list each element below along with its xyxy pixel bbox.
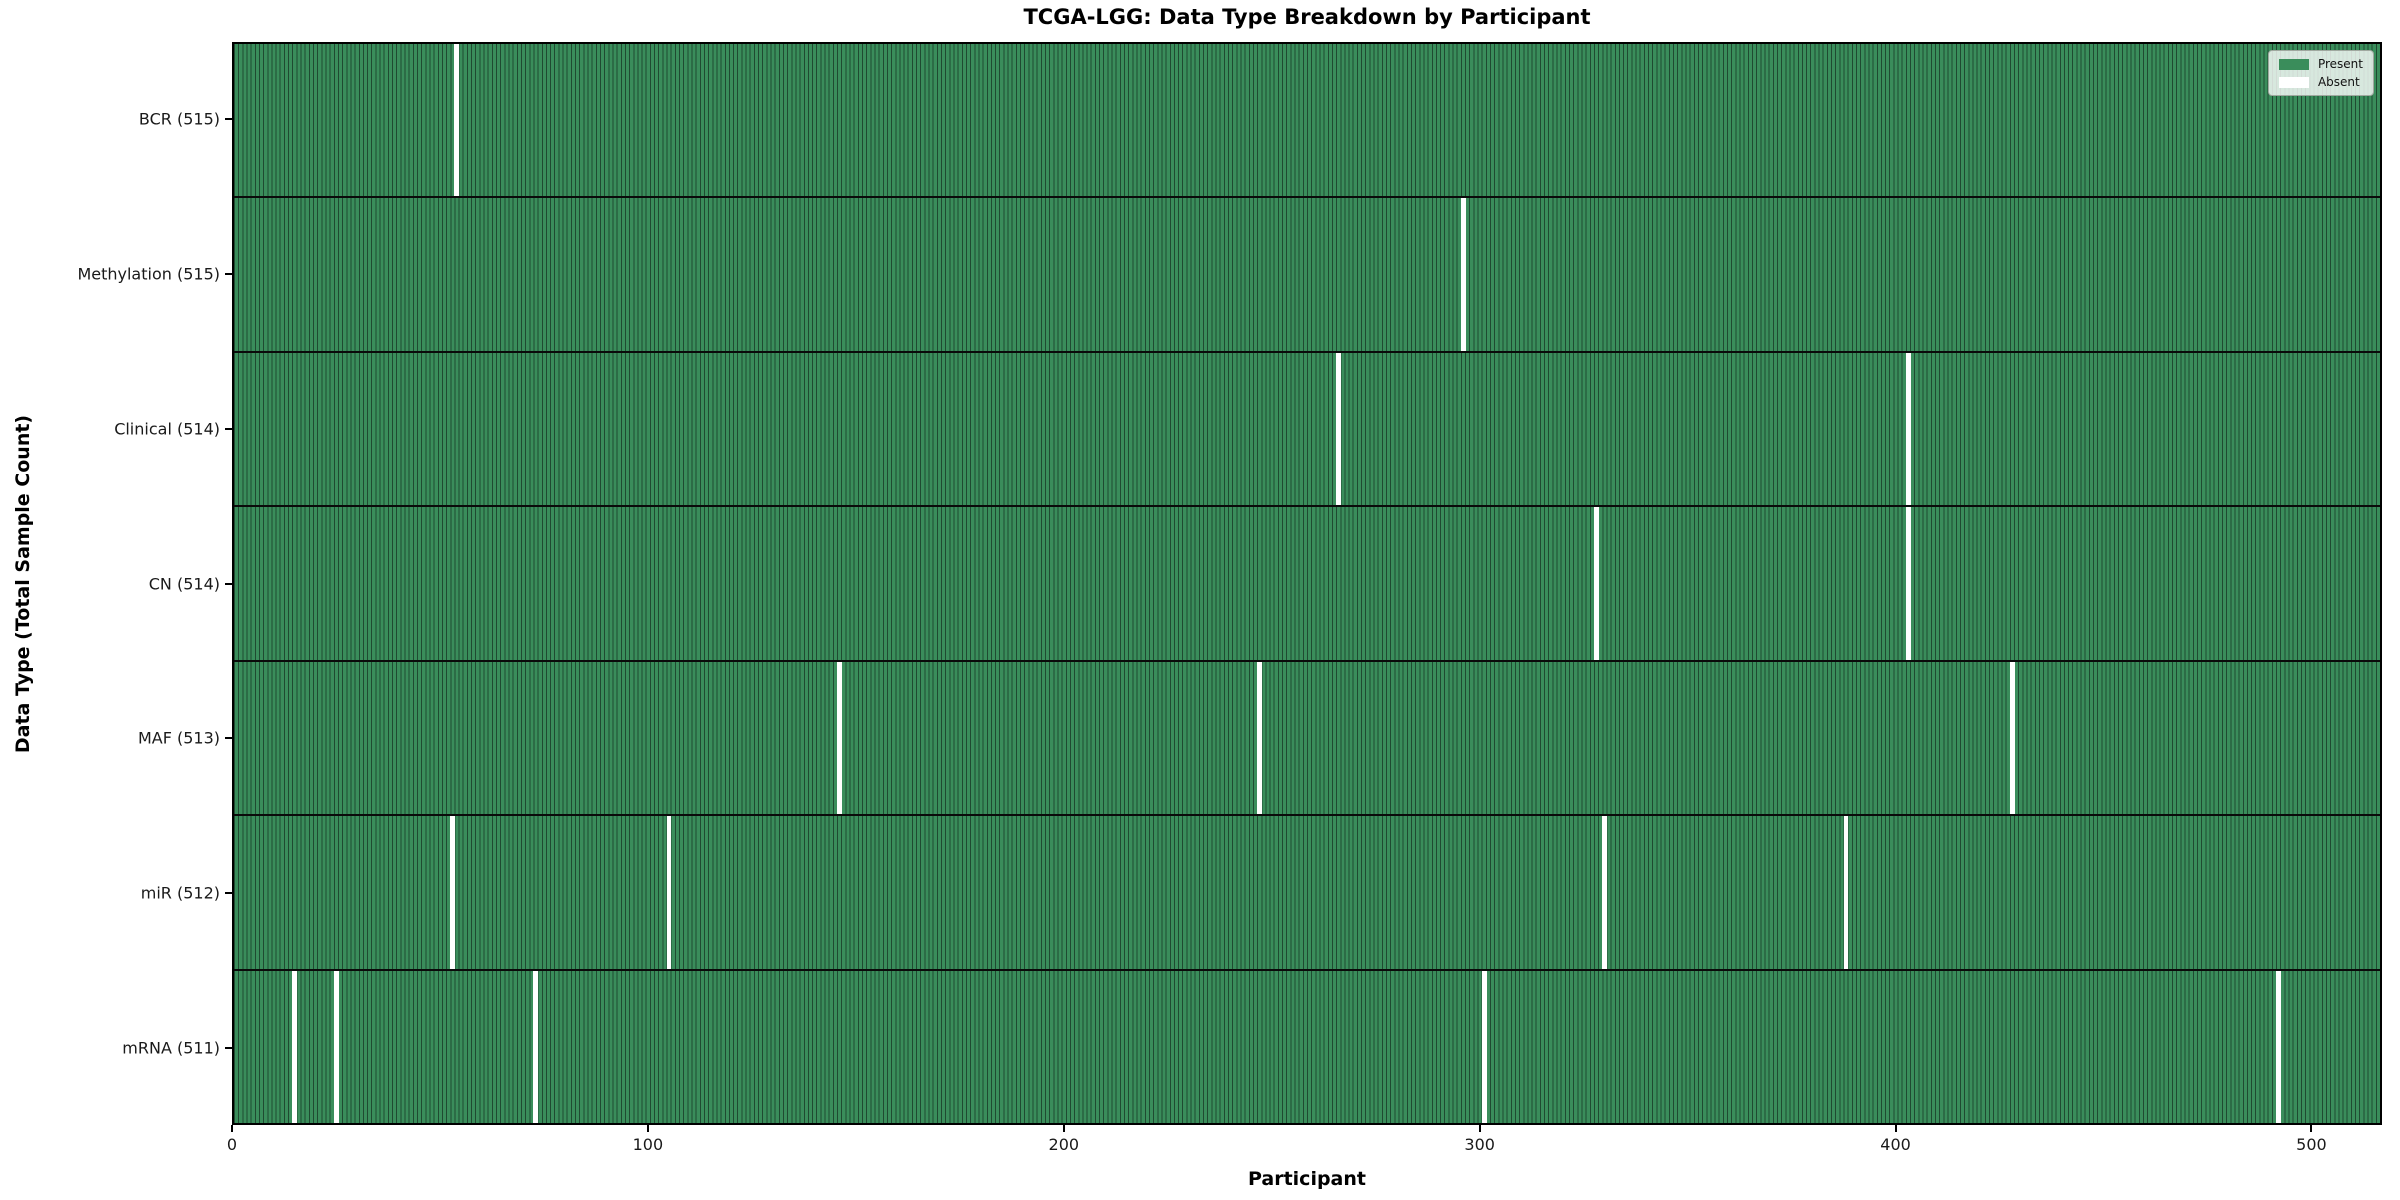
rows <box>234 44 2380 1123</box>
x-axis-label: Participant <box>1247 1168 1366 1190</box>
y-tick-label-cn: CN (514) <box>148 574 220 593</box>
legend: Present Absent <box>2267 50 2374 96</box>
absent-gap-mir-329 <box>1602 816 1608 969</box>
absent-gap-methylation-295 <box>1460 198 1466 351</box>
absent-gap-mir-104 <box>666 816 672 969</box>
x-tick-mark <box>1478 1125 1481 1132</box>
x-tick-mark <box>1062 1125 1065 1132</box>
absent-gap-mir-387 <box>1843 816 1849 969</box>
absent-gap-cn-327 <box>1593 507 1599 660</box>
y-tick-mark <box>225 737 232 740</box>
y-tick-label-mir: miR (512) <box>140 883 220 903</box>
legend-entry-present: Present <box>2278 57 2363 71</box>
row-band-clinical <box>234 352 2380 508</box>
absent-gap-clinical-402 <box>1905 352 1911 506</box>
x-tick-label-400: 400 <box>1880 1135 1911 1154</box>
row-band-mir <box>234 816 2380 971</box>
y-tick-label-clinical: Clinical (514) <box>114 419 220 439</box>
y-tick-mark <box>225 118 232 121</box>
y-tick-mark <box>225 1046 232 1049</box>
y-tick-mark <box>225 582 232 585</box>
x-tick-label-200: 200 <box>1048 1135 1080 1154</box>
x-tick-label-500: 500 <box>2296 1135 2327 1154</box>
absent-gap-clinical-265 <box>1336 352 1342 506</box>
y-tick-label-mrna: mRNA (511) <box>122 1038 220 1058</box>
x-tick-mark <box>646 1125 649 1132</box>
legend-label-present: Present <box>2317 57 2363 71</box>
absent-gap-mrna-72 <box>533 970 539 1123</box>
legend-entry-absent: Absent <box>2278 75 2363 89</box>
absent-gap-maf-145 <box>837 661 842 815</box>
absent-gap-mrna-24 <box>333 970 339 1123</box>
absent-gap-mir-52 <box>450 816 456 969</box>
row-band-cn <box>234 507 2380 662</box>
x-axis: 0 100 200 300 400 500 <box>227 1125 2382 1167</box>
legend-swatch-present-icon <box>2278 58 2309 70</box>
legend-swatch-absent-icon <box>2278 76 2309 88</box>
y-tick-mark <box>225 427 232 430</box>
legend-label-absent: Absent <box>2317 75 2360 89</box>
y-tick-label-methylation: Methylation (515) <box>77 264 220 284</box>
absent-gap-mrna-491 <box>2276 970 2281 1123</box>
y-tick-mark <box>225 273 232 276</box>
plot-area: Present Absent <box>232 42 2382 1125</box>
x-tick-mark <box>2310 1125 2313 1132</box>
x-tick-mark <box>231 1125 233 1132</box>
absent-gap-mrna-300 <box>1481 970 1487 1123</box>
absent-gap-mrna-14 <box>292 970 298 1123</box>
row-band-bcr <box>234 44 2380 199</box>
y-tick-label-maf: MAF (513) <box>137 728 220 748</box>
row-band-maf <box>234 661 2380 817</box>
x-tick-mark <box>1894 1125 1897 1132</box>
y-tick-label-bcr: BCR (515) <box>138 109 220 129</box>
x-tick-label-300: 300 <box>1464 1135 1495 1154</box>
chart-title: TCGA-LGG: Data Type Breakdown by Partici… <box>1023 5 1591 29</box>
absent-gap-bcr-53 <box>454 44 460 197</box>
row-band-mrna <box>234 970 2380 1123</box>
absent-gap-maf-427 <box>2009 661 2015 815</box>
x-tick-label-0: 0 <box>226 1135 238 1154</box>
absent-gap-maf-246 <box>1257 661 1263 815</box>
y-tick-mark <box>225 891 232 894</box>
y-axis: BCR (515) Methylation (515) Clinical (514)… <box>0 42 232 1125</box>
x-tick-label-100: 100 <box>632 1135 664 1154</box>
row-band-methylation <box>234 198 2380 353</box>
absent-gap-cn-402 <box>1905 507 1911 660</box>
